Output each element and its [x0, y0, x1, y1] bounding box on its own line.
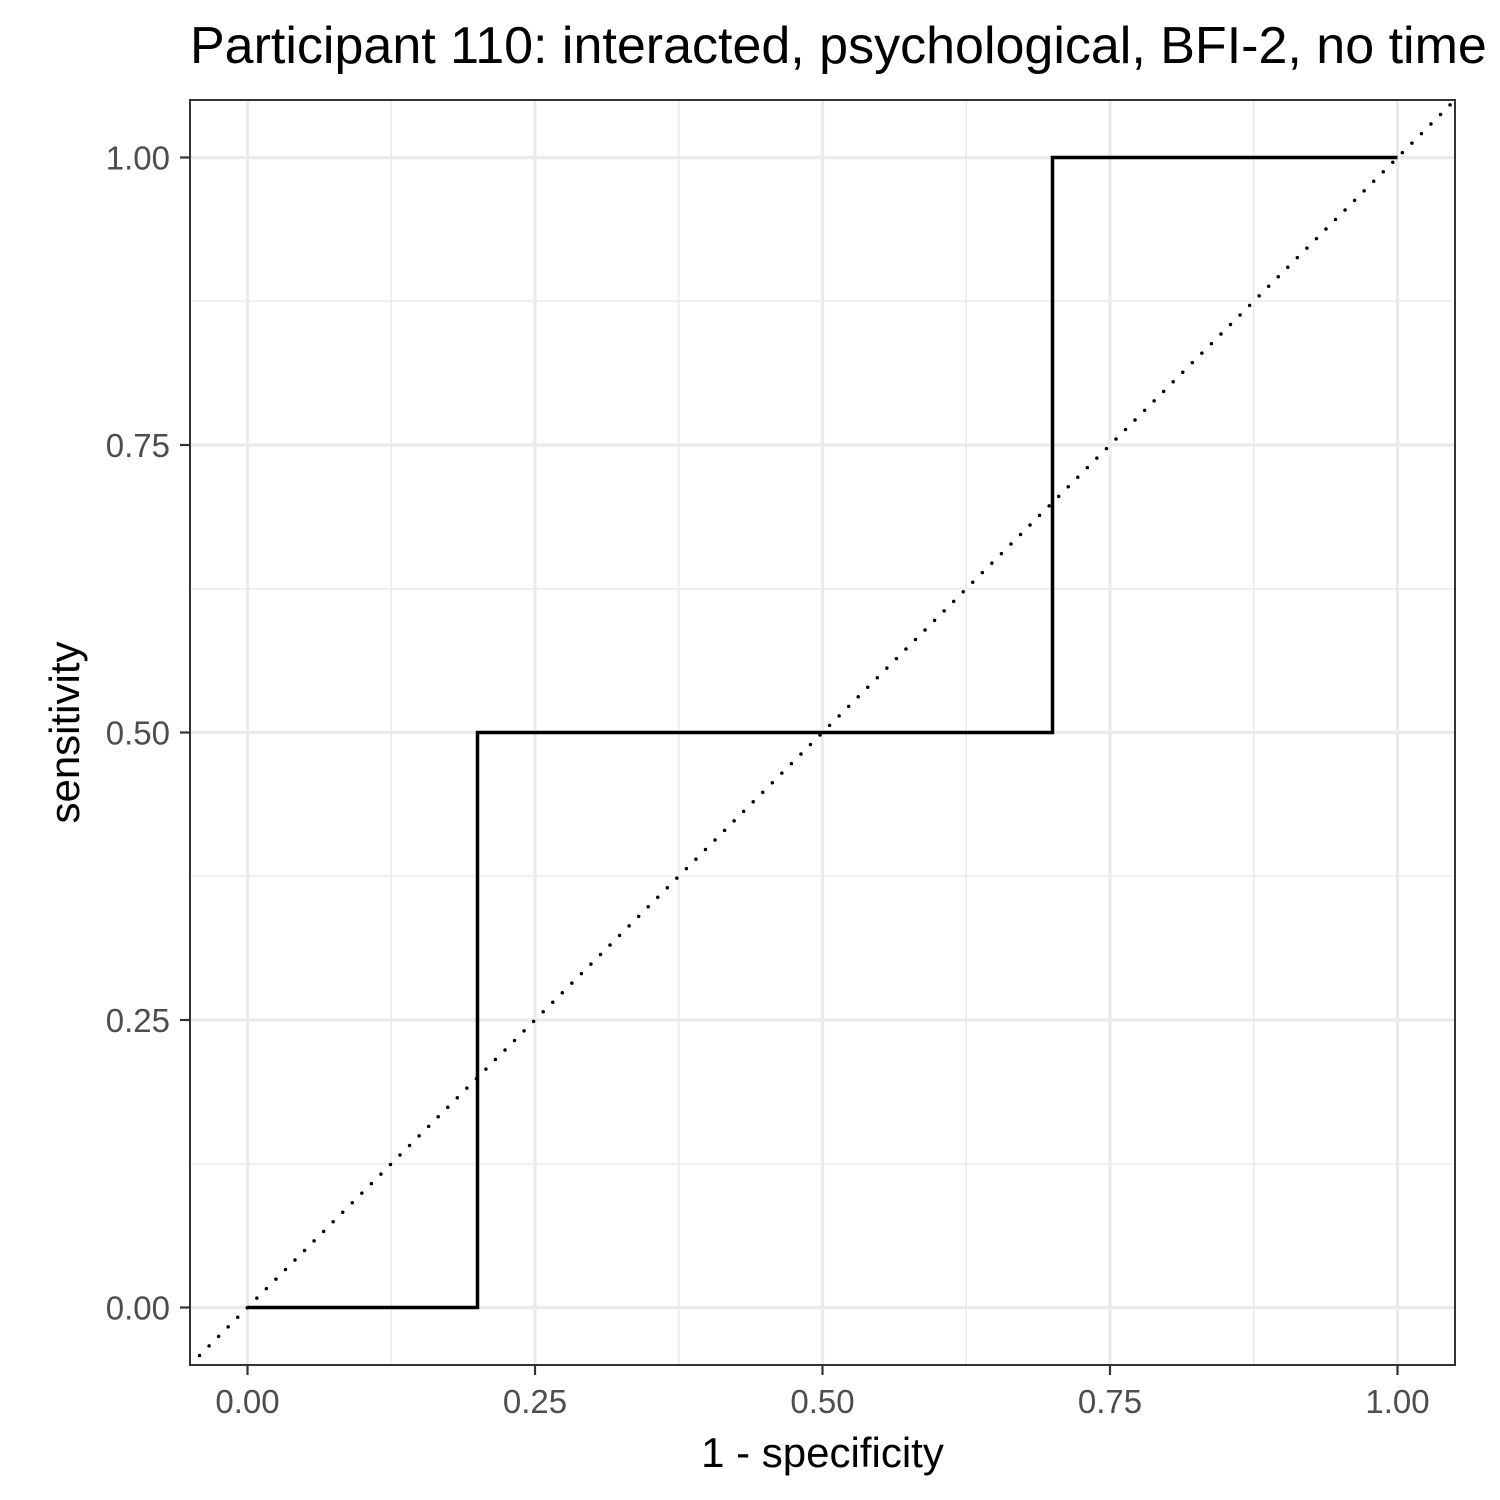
x-tick-label: 0.75 — [1078, 1383, 1142, 1420]
x-tick-label: 0.00 — [215, 1383, 279, 1420]
roc-curve-line — [247, 155, 1398, 1310]
chart-title: Participant 110: interacted, psychologic… — [190, 17, 1487, 75]
y-tick-label: 0.00 — [106, 1290, 170, 1327]
reference-diagonal-line — [190, 100, 1455, 1365]
y-axis-title: sensitivity — [41, 641, 88, 823]
x-axis-title: 1 - specificity — [701, 1429, 944, 1476]
x-tick-label: 1.00 — [1365, 1383, 1429, 1420]
x-tick-label: 0.50 — [790, 1383, 854, 1420]
y-tick-label: 0.25 — [106, 1002, 170, 1039]
y-tick-label: 0.50 — [106, 715, 170, 752]
x-tick-label: 0.25 — [503, 1383, 567, 1420]
y-tick-label: 0.75 — [106, 427, 170, 464]
y-tick-label: 1.00 — [106, 140, 170, 177]
